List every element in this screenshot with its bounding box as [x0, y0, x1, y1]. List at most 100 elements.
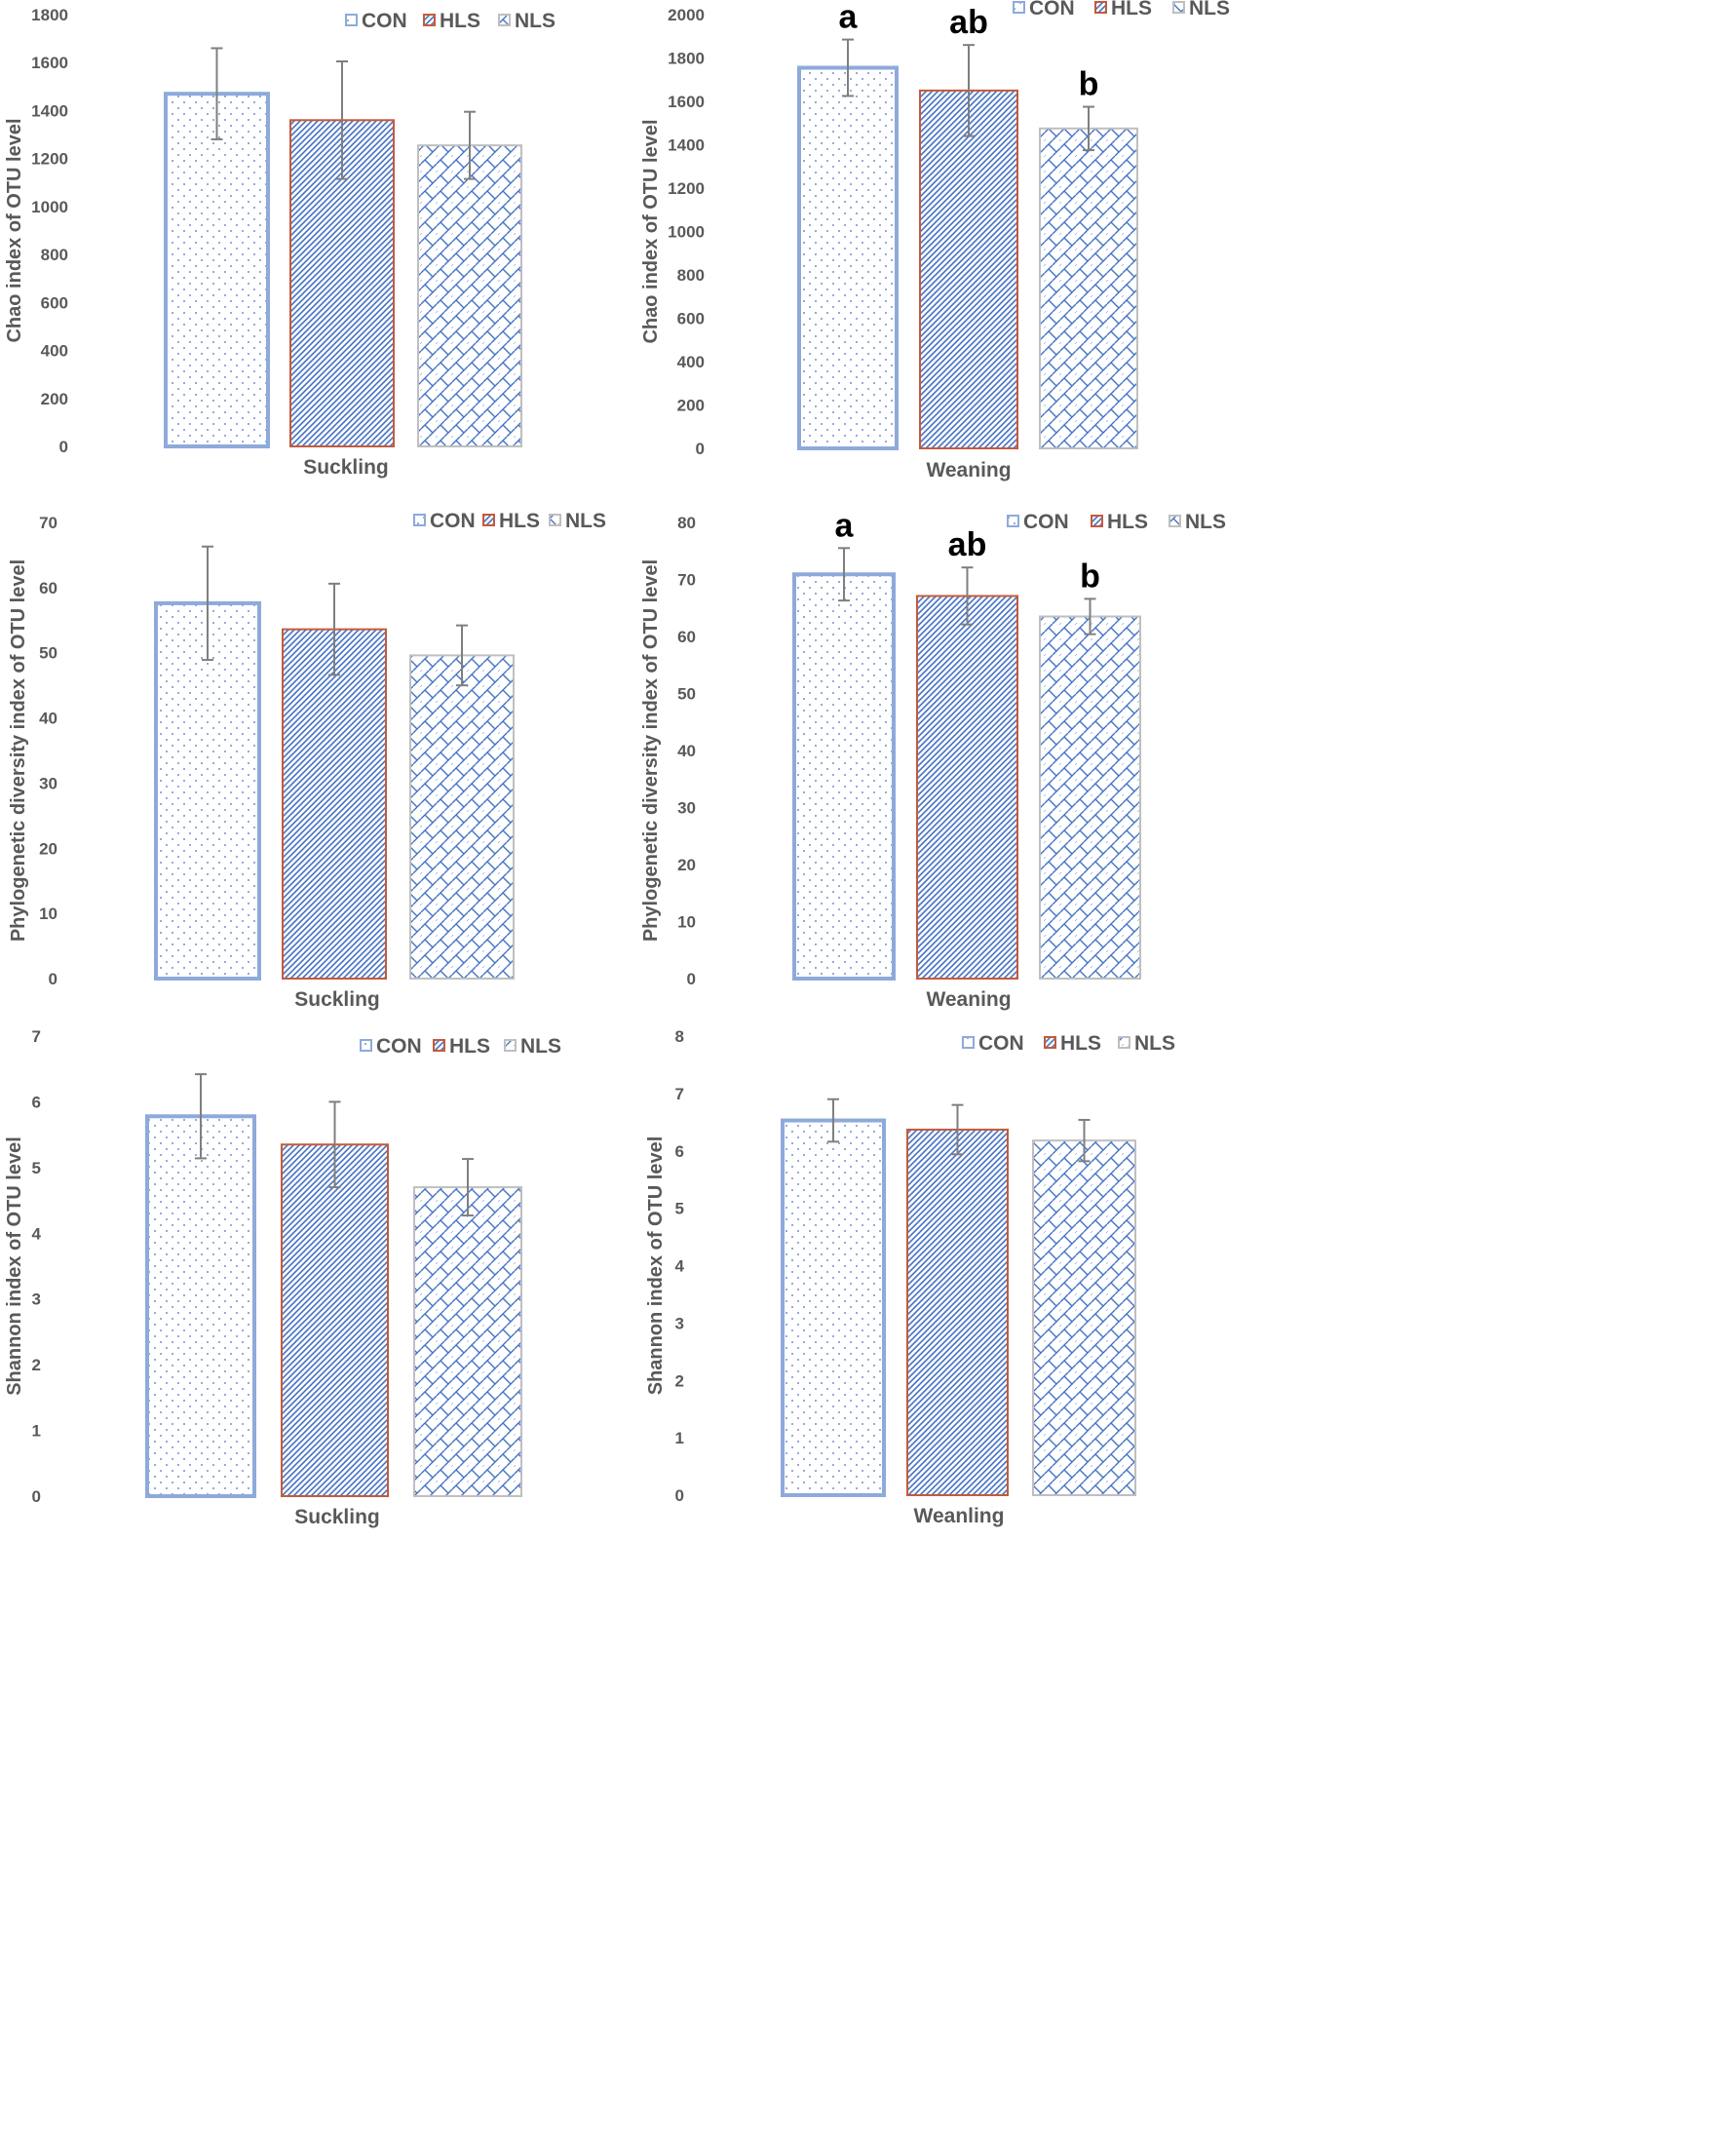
bar-hls [916, 595, 1018, 981]
legend-swatch-hls [423, 14, 436, 26]
y-tick-label: 3 [675, 1314, 684, 1332]
chart-panel-middle-right: 0 10 20 30 40 50 60 70 80 Phylogenetic diversity … [640, 507, 1226, 1011]
y-tick-label: 1000 [31, 198, 68, 216]
y-tick-label: 600 [41, 293, 68, 312]
y-tick-label: 80 [677, 514, 696, 532]
y-tick-label: 1800 [31, 6, 68, 24]
y-tick-label: 200 [677, 397, 705, 415]
y-tick-label: 8 [675, 1027, 684, 1046]
legend-label-nls: NLS [520, 1035, 561, 1058]
bar-nls [1039, 615, 1141, 981]
y-axis-label: Chao index of OTU level [4, 118, 25, 342]
legend-label-con: CON [376, 1035, 422, 1058]
legend-swatch-con [1013, 1, 1025, 14]
y-axis-label: Shannon index of OTU level [645, 1136, 667, 1396]
y-tick-label: 4 [32, 1224, 42, 1243]
y-tick-label: 1600 [31, 54, 68, 72]
chart-panel-bottom-right: 0 1 2 3 4 5 6 7 8 Shannon index of OTU level Weanl… [645, 1027, 1175, 1527]
y-tick-label: 7 [32, 1027, 41, 1046]
bar-nls [417, 144, 522, 447]
y-tick-label: 1000 [668, 223, 705, 242]
y-tick-label: 1200 [31, 150, 68, 169]
y-tick-label: 800 [41, 246, 68, 264]
bar-nls [413, 1186, 522, 1497]
y-tick-label: 70 [39, 514, 57, 532]
significance-label: a [835, 507, 855, 544]
y-tick-label: 600 [677, 310, 705, 328]
legend-swatch-nls [549, 514, 561, 526]
x-axis-label: Suckling [303, 456, 389, 479]
y-tick-label: 50 [39, 644, 57, 663]
chart-panel-top-left: 0 200 400 600 800 1000 1200 1400 1600 1800 Chao in… [4, 6, 556, 479]
legend-swatch-con [413, 514, 426, 526]
chart-panel-bottom-left: 0 1 2 3 4 5 6 7 Shannon index of OTU level Suckli… [4, 1027, 561, 1528]
bar-nls [1032, 1139, 1136, 1496]
y-tick-label: 50 [677, 685, 696, 704]
legend-swatch-con [345, 14, 358, 26]
y-tick-label: 400 [677, 353, 705, 371]
y-tick-label: 2 [675, 1371, 684, 1390]
y-tick-label: 60 [39, 579, 57, 597]
significance-label: b [1080, 558, 1100, 595]
legend-label-nls: NLS [515, 10, 556, 32]
legend-label-hls: HLS [440, 10, 480, 32]
y-tick-label: 400 [41, 342, 68, 361]
legend-label-hls: HLS [449, 1035, 490, 1058]
y-tick-label: 0 [687, 970, 696, 988]
y-tick-label: 1200 [668, 179, 705, 198]
y-tick-label: 40 [39, 710, 57, 728]
legend-swatch-nls [1172, 1, 1185, 14]
legend-label-con: CON [978, 1032, 1024, 1055]
x-axis-label: Suckling [294, 1506, 380, 1528]
significance-label: a [839, 0, 859, 36]
y-tick-label: 3 [32, 1290, 41, 1309]
x-axis-label: Weanling [914, 1505, 1005, 1527]
chart-panel-middle-left: 0 10 20 30 40 50 60 70 Phylogenetic diversity in… [8, 510, 606, 1011]
legend-label-con: CON [430, 510, 476, 532]
y-tick-label: 0 [675, 1486, 684, 1505]
y-tick-label: 1 [675, 1429, 684, 1447]
legend-swatch-nls [1168, 515, 1181, 527]
y-tick-label: 6 [675, 1142, 684, 1161]
y-tick-label: 70 [677, 571, 696, 590]
y-tick-label: 2000 [668, 6, 705, 24]
legend-swatch-nls [498, 14, 511, 26]
bar-con [145, 1114, 256, 1498]
legend-swatch-hls [1091, 515, 1103, 527]
bar-hls [281, 1143, 389, 1498]
bar-con [781, 1118, 886, 1497]
significance-label: ab [949, 4, 988, 41]
bar-hls [282, 628, 387, 980]
legend-swatch-con [360, 1039, 372, 1052]
y-tick-label: 60 [677, 628, 696, 646]
legend-label-con: CON [1023, 511, 1069, 533]
legend-label-hls: HLS [1111, 0, 1152, 19]
legend-label-nls: NLS [565, 510, 606, 532]
legend-swatch-con [1007, 515, 1019, 527]
y-tick-label: 1 [32, 1422, 41, 1441]
x-axis-label: Suckling [294, 988, 380, 1011]
y-tick-label: 200 [41, 390, 68, 408]
y-tick-label: 30 [39, 774, 57, 792]
y-tick-label: 4 [675, 1257, 685, 1276]
bar-nls [409, 654, 515, 980]
y-tick-label: 5 [32, 1159, 41, 1177]
bar-nls [1039, 127, 1138, 449]
y-tick-label: 0 [49, 970, 57, 988]
legend-swatch-nls [504, 1039, 517, 1052]
legend-label-nls: NLS [1185, 511, 1226, 533]
y-tick-label: 40 [677, 742, 696, 760]
y-tick-label: 7 [675, 1085, 684, 1103]
y-axis-label: Phylogenetic diversity index of OTU leve… [8, 559, 29, 942]
legend-label-hls: HLS [1107, 511, 1148, 533]
legend-swatch-hls [482, 514, 495, 526]
legend-swatch-nls [1118, 1036, 1130, 1049]
legend-label-nls: NLS [1134, 1032, 1175, 1055]
y-axis-label: Phylogenetic diversity index of OTU leve… [640, 559, 662, 942]
bar-con [797, 65, 899, 450]
y-tick-label: 0 [696, 440, 705, 458]
legend-label-con: CON [362, 10, 407, 32]
y-tick-label: 800 [677, 266, 705, 285]
legend-swatch-con [962, 1036, 975, 1049]
y-tick-label: 20 [677, 856, 696, 874]
